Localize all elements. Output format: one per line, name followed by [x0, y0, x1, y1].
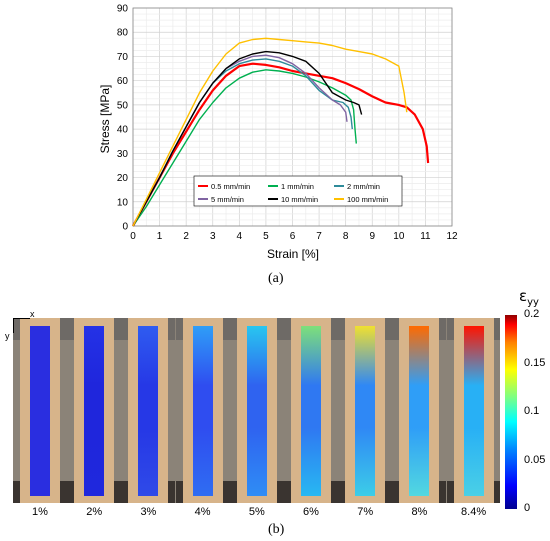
x-tick-label: 9 — [369, 231, 375, 242]
colorbar-tick-label: 0 — [524, 502, 531, 514]
y-tick-label: 50 — [117, 100, 129, 111]
strain-field — [138, 326, 159, 496]
plot-lines — [132, 37, 430, 227]
colorbar-tick-label: 0.2 — [524, 308, 540, 320]
strain-field — [355, 326, 376, 496]
colorbar-tick-label: 0.1 — [524, 405, 540, 417]
y-tick-label: 60 — [117, 76, 129, 87]
strain-field — [246, 326, 267, 496]
x-tick-label: 12 — [446, 231, 458, 242]
x-tick-label: 5 — [263, 231, 269, 242]
specimen — [74, 318, 115, 503]
specimen — [453, 318, 494, 503]
y-tick-label: 30 — [117, 149, 129, 160]
x-tick-label: 11 — [420, 231, 431, 242]
panel-b-label: (b) — [268, 522, 285, 537]
y-tick-label: 40 — [117, 125, 129, 136]
legend-box — [193, 175, 403, 207]
colorbar-tick-label: 0.15 — [524, 356, 546, 369]
x-axis-label: Strain [%] — [267, 247, 319, 261]
x-tick-label: 4 — [237, 231, 243, 242]
strain-field — [409, 326, 430, 496]
specimen — [182, 318, 223, 503]
strain-field — [84, 326, 105, 496]
strain-level-label: 5% — [248, 506, 265, 518]
legend-label: 5 mm/min — [211, 195, 244, 204]
x-tick-label: 3 — [210, 231, 216, 242]
x-tick-label: 1 — [157, 231, 163, 242]
colorbar-tick-label: 0.05 — [524, 453, 546, 466]
x-tick-label: 8 — [343, 231, 349, 242]
strain-level-label: 7% — [357, 506, 374, 518]
plot-frame — [132, 7, 453, 227]
legend: 0.5 mm/min 1 mm/min 2 mm/min 5 mm/min 10 mm/… — [193, 175, 403, 207]
y-axis-label: Stress [MPa] — [98, 85, 112, 154]
colorbar-title: εyy — [519, 287, 539, 308]
colorbar — [505, 315, 517, 509]
x-tick-label: 6 — [290, 231, 296, 242]
y-tick-label: 80 — [117, 28, 129, 39]
strain-level-label: 8.4% — [461, 506, 487, 518]
strain-level-label: 1% — [32, 506, 48, 518]
strain-level-label: 3% — [140, 506, 157, 518]
legend-label: 100 mm/min — [347, 195, 388, 204]
axis-arrows — [13, 318, 30, 333]
legend-label: 10 mm/min — [281, 195, 318, 204]
axis-x-label: x — [30, 309, 35, 319]
series-line — [132, 37, 408, 227]
specimen — [345, 318, 386, 503]
specimen-strip — [13, 318, 500, 503]
panel-a-label: (a) — [268, 271, 284, 286]
y-tick-label: 10 — [117, 197, 129, 208]
specimen — [128, 318, 169, 503]
y-tick-label: 0 — [122, 222, 128, 233]
strain-level-label: 2% — [86, 506, 103, 518]
specimen — [399, 318, 440, 503]
x-tick-label: 0 — [130, 231, 136, 242]
series-line — [132, 50, 363, 227]
legend-label: 2 mm/min — [347, 182, 380, 191]
strain-field — [301, 326, 321, 496]
y-tick-label: 90 — [117, 4, 129, 15]
strain-level-label: 8% — [411, 506, 428, 518]
legend-label: 1 mm/min — [281, 182, 314, 191]
strain-field — [192, 326, 213, 496]
strain-field — [463, 326, 484, 496]
x-tick-label: 7 — [316, 231, 322, 242]
specimen — [20, 318, 60, 503]
strain-level-label: 4% — [194, 506, 211, 518]
x-tick-label: 10 — [393, 231, 405, 242]
strain-level-label: 6% — [303, 506, 319, 518]
axis-y-label: y — [5, 331, 10, 341]
strain-field — [30, 326, 50, 496]
y-tick-label: 70 — [117, 52, 129, 63]
specimen — [291, 318, 331, 503]
x-tick-label: 2 — [183, 231, 189, 242]
y-tick-label: 20 — [117, 173, 129, 184]
specimen — [236, 318, 277, 503]
series-line — [132, 69, 357, 227]
legend-label: 0.5 mm/min — [211, 182, 250, 191]
